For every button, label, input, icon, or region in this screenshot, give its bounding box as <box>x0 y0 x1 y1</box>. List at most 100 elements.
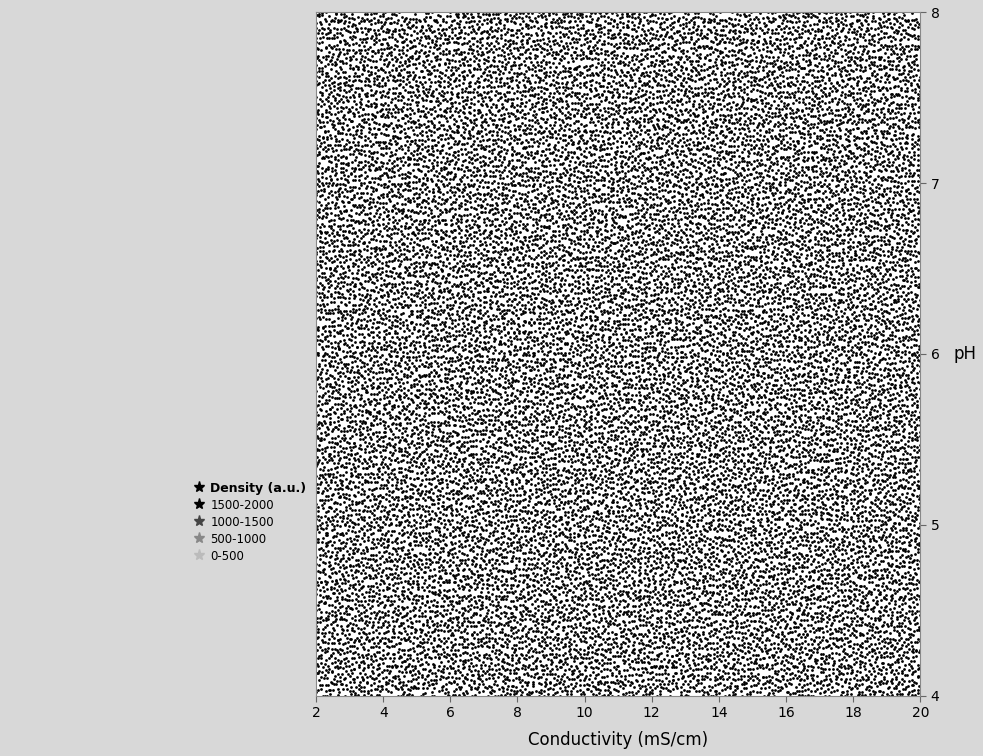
Point <box>574 206 590 218</box>
Point <box>678 229 694 241</box>
Point <box>383 595 399 607</box>
Point <box>548 408 563 420</box>
Point <box>758 610 774 622</box>
Point <box>477 259 492 271</box>
Point <box>598 323 613 335</box>
Point <box>872 277 888 289</box>
Point <box>347 518 363 530</box>
Point <box>459 612 475 624</box>
Point <box>534 193 549 205</box>
Point <box>802 454 818 466</box>
Point <box>484 108 499 120</box>
Point <box>550 211 566 223</box>
Point <box>861 308 877 320</box>
Point <box>555 200 571 212</box>
Point <box>337 337 353 349</box>
Point <box>339 174 355 186</box>
Point <box>508 227 524 239</box>
Point <box>570 370 586 382</box>
Point <box>467 282 483 294</box>
Point <box>621 658 637 670</box>
Point <box>760 381 776 393</box>
Point <box>813 53 829 65</box>
Point <box>574 67 590 79</box>
Point <box>738 677 754 689</box>
Point <box>877 91 893 103</box>
Point <box>357 88 373 100</box>
Point <box>587 386 603 398</box>
Point <box>816 403 832 415</box>
Point <box>628 592 644 604</box>
Point <box>423 438 438 451</box>
Point <box>392 321 408 333</box>
Point <box>533 246 549 259</box>
Point <box>382 600 398 612</box>
Point <box>849 142 865 154</box>
Point <box>812 621 828 634</box>
Point <box>624 163 640 175</box>
Point <box>837 307 852 319</box>
Point <box>834 198 849 210</box>
Point <box>363 471 378 483</box>
Point <box>836 408 851 420</box>
Point <box>381 163 397 175</box>
Point <box>773 60 788 73</box>
Point <box>789 485 805 497</box>
Point <box>649 135 665 147</box>
Point <box>404 204 420 216</box>
Point <box>834 70 849 82</box>
Point <box>669 341 685 353</box>
Point <box>516 127 532 139</box>
Point <box>864 367 880 379</box>
Point <box>365 542 380 554</box>
Point <box>516 141 532 153</box>
Point <box>632 421 648 433</box>
Point <box>727 326 743 338</box>
Point <box>866 215 882 228</box>
Point <box>754 118 770 130</box>
Point <box>673 404 689 416</box>
Point <box>719 523 734 535</box>
Point <box>443 181 459 193</box>
Point <box>471 212 487 224</box>
Point <box>785 532 801 544</box>
Point <box>607 163 622 175</box>
Point <box>346 246 362 259</box>
Point <box>338 451 354 463</box>
Point <box>360 225 376 237</box>
Point <box>463 449 479 461</box>
Point <box>387 314 403 326</box>
Point <box>356 559 372 571</box>
Point <box>896 31 912 43</box>
Point <box>672 53 688 65</box>
Point <box>573 448 589 460</box>
Point <box>811 338 827 350</box>
Point <box>394 277 410 289</box>
Point <box>557 664 573 676</box>
Point <box>702 17 718 29</box>
Point <box>400 583 416 595</box>
Point <box>376 58 392 70</box>
Point <box>509 278 525 290</box>
Point <box>739 34 755 46</box>
Point <box>392 271 408 283</box>
Point <box>576 285 592 297</box>
Point <box>675 499 691 511</box>
Point <box>592 154 607 166</box>
Point <box>514 505 530 517</box>
Point <box>910 354 926 366</box>
Point <box>693 440 709 452</box>
Point <box>867 412 883 424</box>
Point <box>323 288 339 300</box>
Point <box>852 296 868 308</box>
Point <box>341 234 357 246</box>
Point <box>803 585 819 597</box>
Point <box>911 662 927 674</box>
Point <box>693 24 709 36</box>
Point <box>744 214 760 226</box>
Point <box>889 237 904 249</box>
Point <box>614 409 630 421</box>
Point <box>391 553 407 565</box>
Point <box>357 365 373 377</box>
Point <box>652 569 667 581</box>
